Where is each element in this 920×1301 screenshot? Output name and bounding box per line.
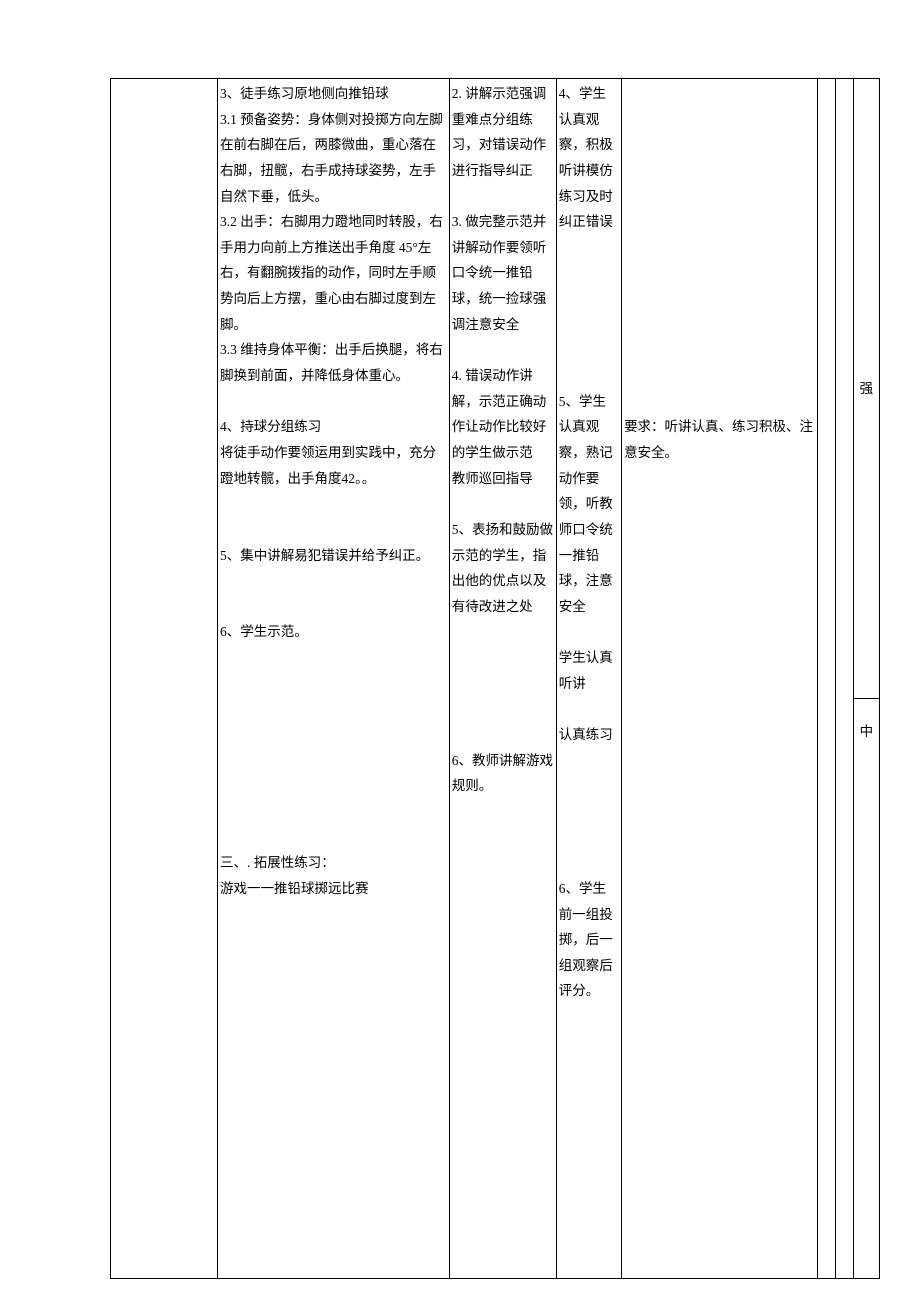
lesson-plan-table: 3、徒手练习原地侧向推铅球 3.1 预备姿势：身体侧对投掷方向左脚在前右脚在后，… — [110, 78, 880, 1279]
narrow-cell-1 — [818, 79, 836, 1279]
table-row: 3、徒手练习原地侧向推铅球 3.1 预备姿势：身体侧对投掷方向左脚在前右脚在后，… — [111, 79, 880, 699]
teaching-content-cell: 3、徒手练习原地侧向推铅球 3.1 预备姿势：身体侧对投掷方向左脚在前右脚在后，… — [217, 79, 449, 1279]
teacher-activity-cell: 2. 讲解示范强调重难点分组练习，对错误动作进行指导纠正 3. 做完整示范并讲解… — [449, 79, 556, 1279]
narrow-cell-2 — [836, 79, 854, 1279]
blank-cell — [111, 79, 218, 1279]
student-activity-cell: 4、学生认真观察，积极听讲模仿练习及时纠正错误 5、学生认真观察，熟记动作要领，… — [556, 79, 621, 1279]
lesson-plan-page: 3、徒手练习原地侧向推铅球 3.1 预备姿势：身体侧对投掷方向左脚在前右脚在后，… — [0, 0, 920, 1301]
requirement-cell: 要求：听讲认真、练习积极、注意安全。 — [622, 79, 818, 1279]
intensity-cell-top: 强 — [853, 79, 879, 699]
intensity-cell-bottom: 中 — [853, 699, 879, 1279]
